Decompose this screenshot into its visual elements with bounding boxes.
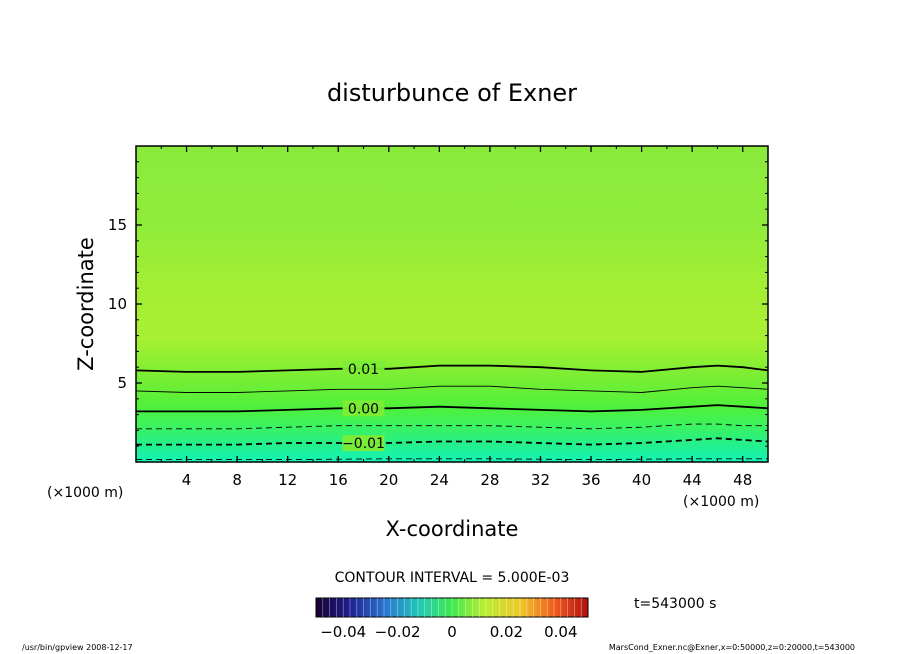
y-axis-ticks: 5 10 15 (108, 161, 768, 447)
x-axis-ticks: 4 8 12 16 20 24 28 32 36 40 44 48 (160, 146, 752, 489)
x-tick-label: 40 (632, 471, 651, 489)
contour-line (136, 404, 768, 413)
x-unit-right: (×1000 m) (683, 494, 759, 510)
chart-title: disturbunce of Exner (327, 79, 577, 107)
contour-line (136, 364, 768, 373)
contour-labels: 0.01 0.00 −0.01 (342, 360, 385, 452)
colorbar-tick-label: 0.02 (490, 623, 523, 641)
colorbar-tick-label: 0.04 (544, 623, 577, 641)
colorbar-tick-label: −0.04 (320, 623, 366, 641)
x-tick-label: 16 (329, 471, 348, 489)
y-tick-label: 10 (108, 295, 127, 313)
colorbar-tick-label: −0.02 (375, 623, 421, 641)
x-tick-label: 8 (232, 471, 242, 489)
contour-line (136, 385, 768, 393)
x-tick-label: 24 (430, 471, 449, 489)
x-tick-label: 44 (683, 471, 702, 489)
contour-label-bg (342, 360, 385, 377)
contour-line (136, 423, 768, 430)
contour-label-bg (342, 435, 385, 452)
y-axis-label: Z-coordinate (74, 237, 98, 371)
colorbar-bands (322, 598, 582, 617)
y-tick-label: 15 (108, 216, 127, 234)
contour-label: 0.01 (348, 362, 379, 378)
contour-label: −0.01 (342, 436, 385, 452)
x-tick-label: 32 (531, 471, 550, 489)
x-unit-left: (×1000 m) (47, 485, 123, 501)
contour-interval-text: CONTOUR INTERVAL = 5.000E-03 (335, 570, 570, 586)
contour-label: 0.00 (348, 401, 379, 417)
colorbar-tick-label: 0 (447, 623, 457, 641)
x-tick-label: 28 (480, 471, 499, 489)
x-tick-label: 4 (182, 471, 192, 489)
colorbar-ticks: −0.04 −0.02 0 0.02 0.04 (320, 623, 577, 641)
x-tick-label: 36 (581, 471, 600, 489)
time-label: t=543000 s (634, 596, 716, 612)
x-tick-label: 48 (733, 471, 752, 489)
footer-right: MarsCond_Exner.nc@Exner,x=0:50000,z=0:20… (609, 643, 855, 652)
field-shading (136, 146, 768, 462)
contour-line (136, 437, 768, 446)
x-tick-label: 12 (278, 471, 297, 489)
contour-label-bg (342, 400, 385, 417)
x-tick-label: 20 (379, 471, 398, 489)
footer-left: /usr/bin/gpview 2008-12-17 (22, 643, 133, 652)
y-tick-label: 5 (117, 374, 127, 392)
x-axis-label: X-coordinate (386, 517, 519, 541)
